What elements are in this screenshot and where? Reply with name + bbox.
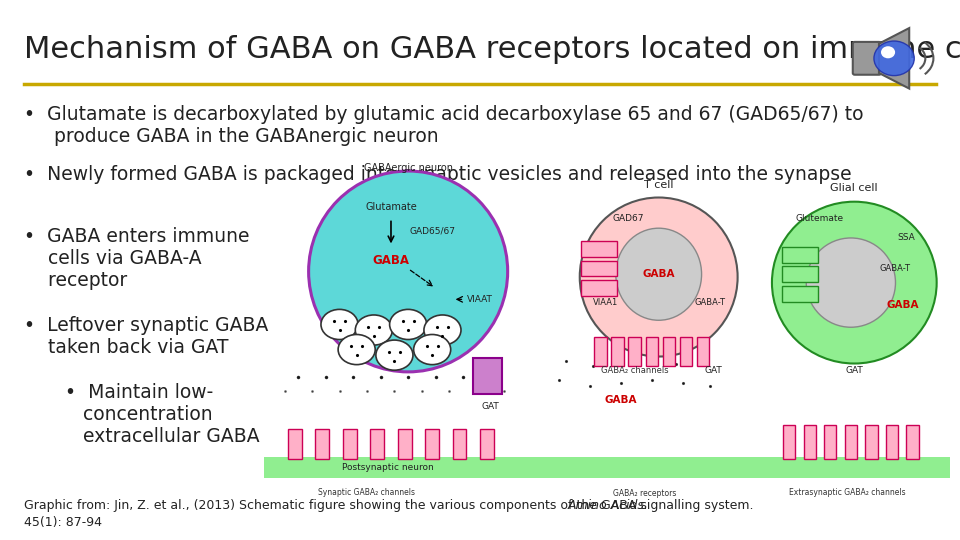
Bar bbox=[573, 457, 950, 478]
Bar bbox=[845, 425, 857, 460]
Bar bbox=[680, 338, 692, 366]
Bar bbox=[425, 429, 439, 460]
Bar bbox=[782, 247, 818, 262]
Text: •  GABA enters immune
    cells via GABA-A
    receptor: • GABA enters immune cells via GABA-A re… bbox=[24, 227, 250, 290]
Bar bbox=[629, 338, 641, 366]
Text: VIAAT: VIAAT bbox=[467, 295, 492, 304]
Text: GAD65/67: GAD65/67 bbox=[409, 227, 455, 236]
Bar bbox=[581, 261, 617, 276]
Circle shape bbox=[390, 309, 426, 340]
Bar bbox=[371, 429, 384, 460]
Bar bbox=[612, 338, 624, 366]
Circle shape bbox=[881, 46, 895, 58]
Text: SSA: SSA bbox=[897, 233, 915, 242]
Bar bbox=[397, 429, 412, 460]
Circle shape bbox=[338, 334, 375, 364]
Polygon shape bbox=[879, 28, 909, 89]
Bar bbox=[646, 338, 658, 366]
Ellipse shape bbox=[615, 228, 702, 320]
Text: GABA-T: GABA-T bbox=[695, 298, 726, 307]
Bar bbox=[865, 425, 877, 460]
Ellipse shape bbox=[308, 171, 508, 372]
Bar bbox=[453, 429, 467, 460]
Bar bbox=[697, 338, 709, 366]
Circle shape bbox=[321, 309, 358, 340]
Text: 45(1): 87-94: 45(1): 87-94 bbox=[24, 516, 102, 529]
Circle shape bbox=[355, 315, 393, 345]
Text: Extrasynaptic GABA₂ channels: Extrasynaptic GABA₂ channels bbox=[789, 488, 905, 497]
Bar bbox=[473, 358, 502, 394]
Text: •  Maintain low-
   concentration
   extracellular GABA: • Maintain low- concentration extracellu… bbox=[65, 383, 260, 447]
Text: Glutamate: Glutamate bbox=[365, 202, 417, 212]
Text: •  Leftover synaptic GABA
    taken back via GAT: • Leftover synaptic GABA taken back via … bbox=[24, 316, 269, 357]
Text: Graphic from: Jin, Z. et al., (2013) Schematic figure showing the various compon: Graphic from: Jin, Z. et al., (2013) Sch… bbox=[24, 499, 757, 512]
Text: GABA₂ channels: GABA₂ channels bbox=[601, 366, 668, 375]
Bar bbox=[906, 425, 919, 460]
Text: Amino Acids.: Amino Acids. bbox=[567, 499, 648, 512]
Text: GABA: GABA bbox=[886, 300, 919, 310]
Bar bbox=[662, 338, 675, 366]
Text: GABA₂ receptors: GABA₂ receptors bbox=[613, 489, 677, 498]
Circle shape bbox=[414, 334, 450, 364]
Text: GABA: GABA bbox=[605, 395, 637, 405]
Bar bbox=[782, 286, 818, 301]
Text: Mechanism of GABA on GABA receptors located on immune cells:: Mechanism of GABA on GABA receptors loca… bbox=[24, 35, 960, 64]
Ellipse shape bbox=[806, 238, 896, 327]
Text: VIAA1: VIAA1 bbox=[593, 298, 618, 307]
Text: GAD67: GAD67 bbox=[612, 214, 643, 223]
Bar bbox=[480, 429, 494, 460]
Text: GABA: GABA bbox=[642, 269, 675, 279]
Text: Glutemate: Glutemate bbox=[796, 214, 844, 223]
Bar bbox=[594, 338, 607, 366]
Bar bbox=[343, 429, 357, 460]
Text: GAT: GAT bbox=[846, 366, 863, 375]
Text: Glial cell: Glial cell bbox=[830, 183, 878, 193]
Text: Synaptic GABA₂ channels: Synaptic GABA₂ channels bbox=[319, 488, 416, 497]
Bar bbox=[316, 429, 329, 460]
Text: Postsynaptic neuron: Postsynaptic neuron bbox=[342, 463, 433, 472]
Text: T cell: T cell bbox=[644, 180, 673, 190]
Bar bbox=[804, 425, 816, 460]
Circle shape bbox=[376, 340, 413, 370]
Circle shape bbox=[424, 315, 461, 345]
Bar bbox=[264, 457, 573, 478]
Text: GABA: GABA bbox=[372, 254, 410, 267]
Bar bbox=[581, 280, 617, 296]
FancyBboxPatch shape bbox=[852, 42, 881, 75]
Bar bbox=[782, 266, 818, 282]
Bar bbox=[824, 425, 836, 460]
Bar bbox=[783, 425, 795, 460]
Text: GABA-T: GABA-T bbox=[880, 264, 911, 273]
Bar bbox=[886, 425, 899, 460]
Bar bbox=[288, 429, 301, 460]
Text: GAT: GAT bbox=[705, 366, 723, 375]
Text: •  Newly formed GABA is packaged into synaptic vesicles and released into the sy: • Newly formed GABA is packaged into syn… bbox=[24, 165, 852, 184]
Bar bbox=[581, 241, 617, 257]
Text: GABAergic neuron: GABAergic neuron bbox=[364, 163, 453, 173]
Circle shape bbox=[874, 41, 914, 76]
Ellipse shape bbox=[580, 198, 737, 356]
Ellipse shape bbox=[772, 202, 937, 363]
Text: GAT: GAT bbox=[482, 402, 499, 411]
Text: •  Glutamate is decarboxylated by glutamic acid decarboxylase 65 and 67 (GAD65/6: • Glutamate is decarboxylated by glutami… bbox=[24, 105, 863, 146]
